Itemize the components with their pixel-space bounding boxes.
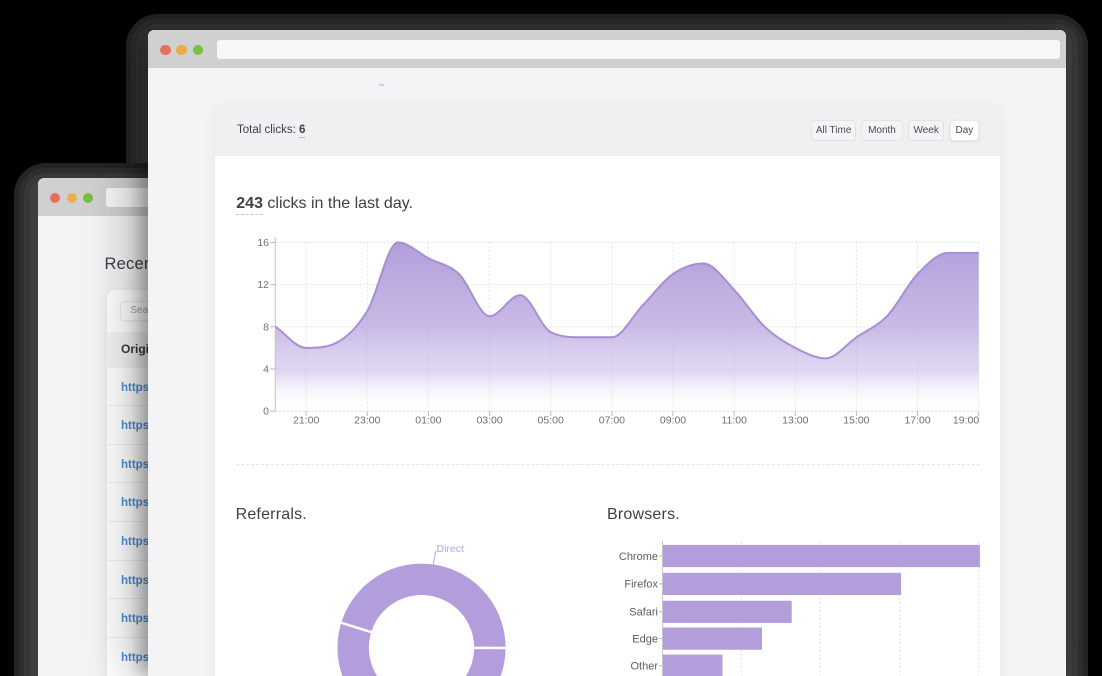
svg-text:07:00: 07:00 (599, 414, 625, 426)
svg-text:Edge: Edge (632, 633, 658, 645)
svg-text:16: 16 (258, 237, 270, 249)
svg-text:Chrome: Chrome (619, 551, 658, 563)
svg-text:03:00: 03:00 (477, 414, 503, 426)
svg-text:19:00: 19:00 (953, 414, 979, 426)
svg-text:Direct: Direct (436, 543, 464, 555)
svg-text:8: 8 (263, 321, 269, 333)
svg-text:13:00: 13:00 (782, 414, 808, 426)
svg-text:21:00: 21:00 (293, 414, 319, 426)
svg-text:4: 4 (263, 363, 269, 375)
svg-text:Other: Other (630, 660, 658, 672)
svg-text:23:00: 23:00 (354, 414, 380, 426)
svg-text:11:00: 11:00 (722, 414, 748, 426)
svg-text:17:00: 17:00 (905, 414, 931, 426)
svg-text:05:00: 05:00 (538, 414, 564, 426)
svg-text:15:00: 15:00 (843, 414, 869, 426)
svg-text:12: 12 (258, 279, 270, 291)
svg-text:01:00: 01:00 (415, 414, 441, 426)
svg-text:Firefox: Firefox (624, 579, 658, 591)
svg-text:09:00: 09:00 (660, 414, 686, 426)
svg-text:0: 0 (263, 406, 269, 418)
svg-text:Safari: Safari (629, 607, 658, 619)
